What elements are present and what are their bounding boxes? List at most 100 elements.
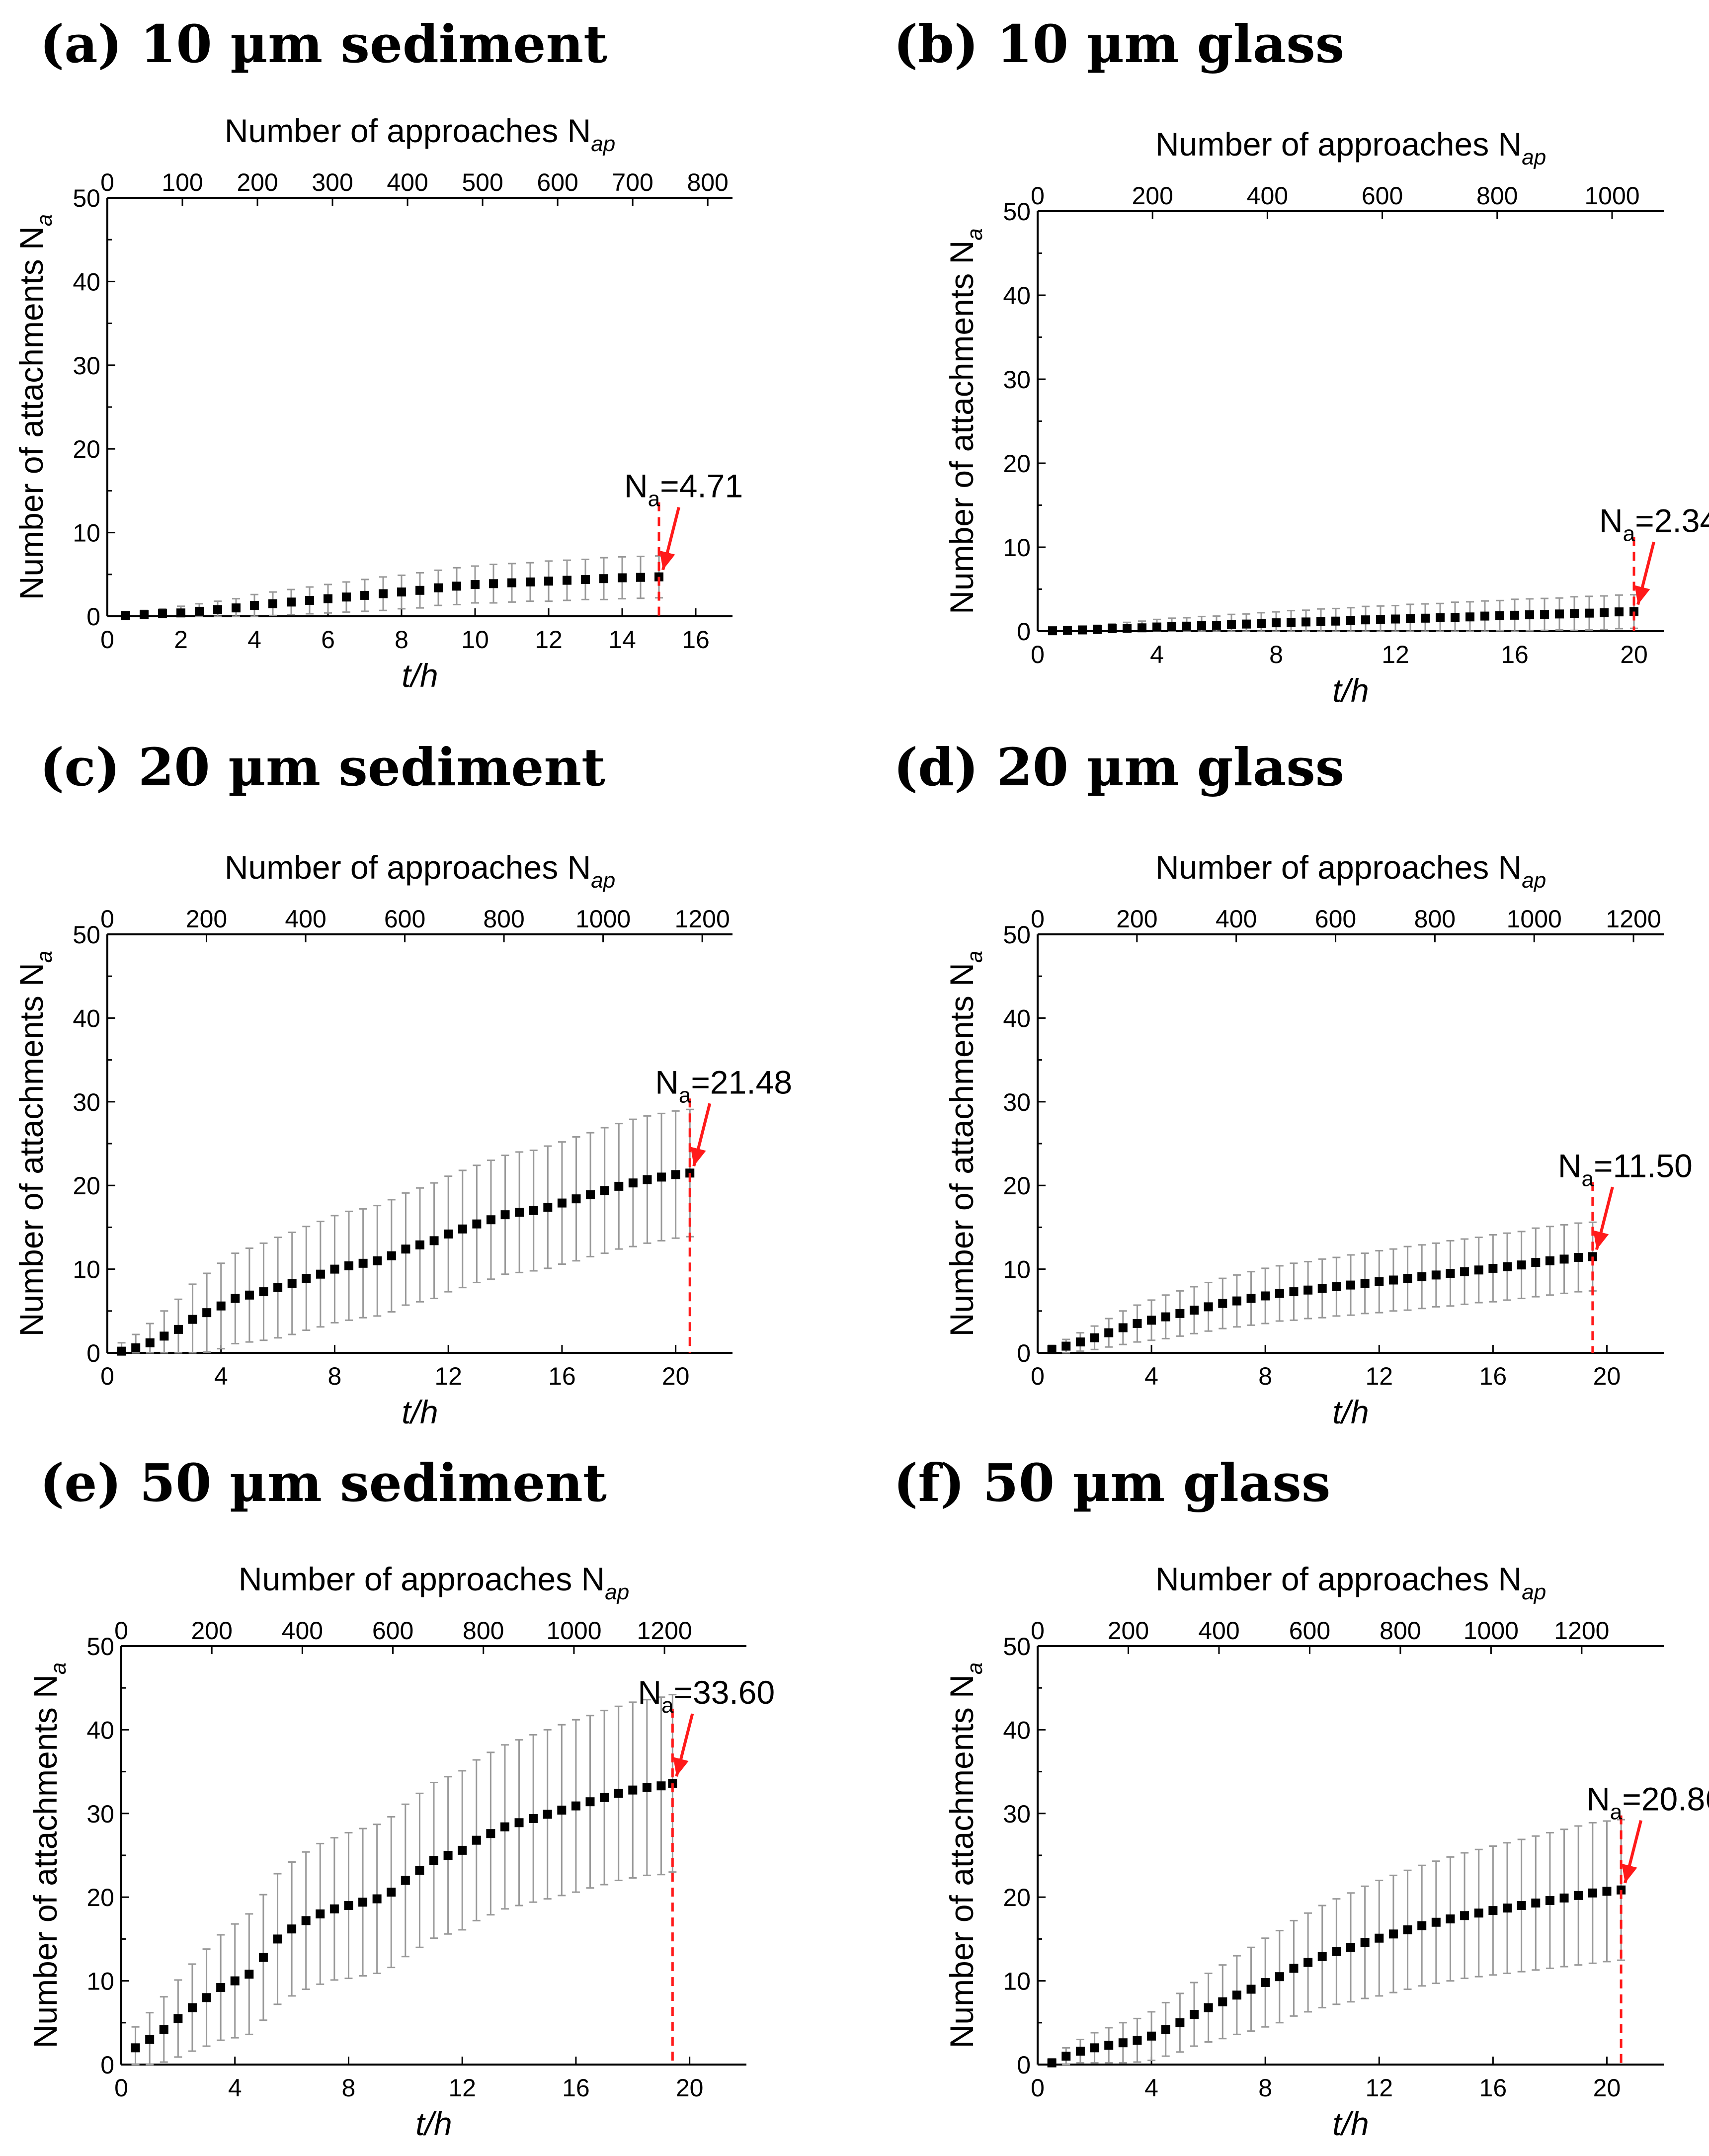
data-point [1047,2058,1057,2068]
x2-tick-label: 400 [282,1617,323,1645]
data-point [1525,610,1534,620]
data-point [1218,1997,1227,2006]
data-point [443,1851,453,1860]
annotation-subscript: a [1610,1800,1623,1824]
data-point [387,1251,396,1260]
x-tick-label: 16 [1479,2074,1507,2102]
data-point [1600,608,1609,617]
y-tick-label: 0 [86,1339,100,1367]
data-point [1451,613,1460,622]
data-point [444,1229,453,1239]
data-point [1303,1285,1313,1295]
x-tick-label: 10 [461,626,489,654]
data-point [507,578,516,587]
data-point [244,1970,254,1979]
data-point [1391,614,1400,624]
data-point [202,1993,211,2002]
data-point [316,1269,325,1279]
data-point [1303,1958,1313,1967]
data-point [1559,1893,1569,1903]
data-point [643,1175,652,1184]
data-point [1257,619,1266,628]
y-tick-label: 40 [73,268,100,296]
x2-tick-label: 600 [384,905,425,933]
x2-tick-label: 600 [1362,182,1403,210]
y-axis-label-subscript: a [963,228,987,240]
data-point [1555,609,1564,619]
data-point [213,605,222,614]
annotation-subscript: a [661,1693,674,1718]
annotation-name: N [1558,1147,1582,1184]
data-point [434,583,443,592]
annotation-value: =20.86 [1622,1781,1709,1818]
data-point [358,1258,368,1268]
y-axis-label-subscript: a [963,1662,987,1674]
x-tick-label: 4 [247,626,261,654]
data-point [1104,2041,1114,2050]
data-point [1421,613,1430,623]
x2-axis-label-subscript: ap [1522,145,1546,169]
y-tick-label: 40 [73,1004,100,1032]
data-point [160,1331,169,1341]
data-point [1048,626,1057,636]
data-point [1480,611,1489,621]
data-point [302,1274,311,1283]
x2-axis-label-subscript: ap [591,132,615,156]
data-point [544,577,553,586]
data-point [187,2003,197,2012]
data-point [563,576,571,585]
x-axis-label: t/h [1332,672,1369,709]
x-tick-label: 4 [214,1362,228,1390]
data-point [244,1290,254,1300]
x2-tick-label: 200 [191,1617,232,1645]
data-point [287,1924,297,1934]
data-point [415,1866,424,1875]
x2-axis-label: Number of approaches Nap [239,1561,629,1604]
data-point [600,1793,609,1802]
annotation-label: Na=20.86 [1586,1781,1709,1824]
x2-axis-label: Number of approaches Nap [225,849,615,893]
data-point [273,1283,283,1292]
data-point [1574,1891,1583,1900]
data-point [529,1206,538,1215]
y-tick-label: 10 [73,519,100,547]
x-tick-label: 0 [100,1362,114,1390]
y-tick-label: 0 [1017,2051,1031,2079]
y-tick-label: 20 [73,435,100,463]
x-tick-label: 16 [562,2074,590,2102]
data-point [1545,1256,1554,1265]
data-point [415,585,424,595]
data-point [1503,1904,1512,1913]
data-point [158,609,167,618]
x-tick-label: 16 [1501,641,1529,668]
data-point [202,1308,212,1318]
x2-tick-label: 400 [285,905,326,933]
data-point [1346,616,1355,625]
data-point [571,1194,581,1204]
data-point [657,1172,666,1182]
data-point [1545,1896,1554,1905]
data-point [117,1346,126,1356]
x-tick-label: 0 [114,2074,128,2102]
data-point [1360,1279,1370,1288]
data-point [1531,1258,1541,1267]
x2-tick-label: 200 [1116,905,1157,933]
data-point [273,1934,282,1944]
y-axis-label-subscript: a [963,951,987,963]
x-tick-label: 20 [1620,641,1648,668]
x2-tick-label: 400 [1216,905,1257,933]
y-tick-label: 50 [73,921,100,949]
data-point [656,1781,666,1791]
data-point [614,1181,624,1191]
y-tick-label: 20 [1003,1172,1031,1200]
x2-axis-label: Number of approaches Nap [1155,1561,1546,1604]
x2-tick-label: 400 [387,168,428,196]
data-point [1331,616,1340,626]
data-point [1161,2025,1170,2034]
data-point [1431,1917,1441,1927]
x-tick-label: 8 [395,626,408,654]
x-tick-label: 0 [1031,641,1045,668]
annotation-arrowhead [690,1147,706,1166]
x2-tick-label: 200 [237,168,278,196]
